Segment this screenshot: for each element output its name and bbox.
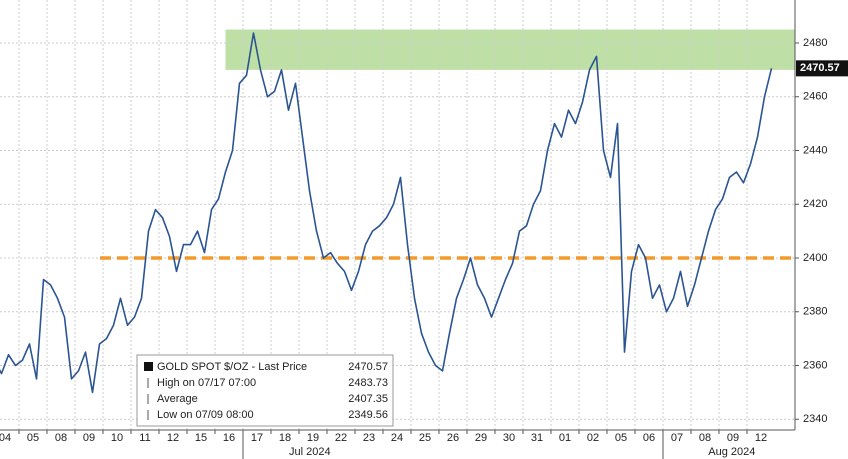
last-price-box: [796, 60, 848, 77]
x-tick-label: 08: [55, 432, 67, 444]
x-tick-label: 18: [279, 432, 291, 444]
x-tick-label: 05: [615, 432, 627, 444]
legend-value: 2407.35: [348, 393, 388, 405]
month-label: Jul 2024: [289, 446, 331, 458]
x-tick-label: 05: [27, 432, 39, 444]
x-tick-label: 12: [755, 432, 767, 444]
legend-label: GOLD SPOT $/OZ - Last Price: [157, 361, 307, 373]
y-tick-label: 2440: [803, 144, 827, 156]
y-tick-label: 2360: [803, 359, 827, 371]
x-tick-label: 01: [559, 432, 571, 444]
x-tick-label: 30: [503, 432, 515, 444]
x-tick-label: 24: [391, 432, 403, 444]
legend-label: Low on 07/09 08:00: [157, 409, 254, 421]
x-tick-label: 17: [251, 432, 263, 444]
legend-label: High on 07/17 07:00: [157, 377, 256, 389]
x-tick-label: 22: [335, 432, 347, 444]
y-tick-label: 2340: [803, 413, 827, 425]
x-tick-label: 07: [671, 432, 683, 444]
x-tick-label: 04: [0, 432, 11, 444]
x-tick-label: 06: [643, 432, 655, 444]
x-tick-label: 12: [167, 432, 179, 444]
last-price-label: 2470.57: [800, 62, 840, 74]
x-tick-label: 08: [699, 432, 711, 444]
x-tick-label: 10: [111, 432, 123, 444]
y-tick-label: 2480: [803, 37, 827, 49]
legend-value: 2349.56: [348, 409, 388, 421]
x-tick-label: 02: [587, 432, 599, 444]
y-tick-label: 2400: [803, 252, 827, 264]
legend-swatch: [144, 362, 153, 371]
highlight-band: [225, 29, 795, 70]
x-tick-label: 11: [139, 432, 150, 444]
x-tick-label: 31: [531, 432, 543, 444]
x-tick-label: 16: [223, 432, 235, 444]
x-tick-label: 15: [195, 432, 207, 444]
x-tick-label: 23: [363, 432, 375, 444]
x-tick-label: 26: [447, 432, 459, 444]
x-tick-label: 19: [307, 432, 319, 444]
y-tick-label: 2460: [803, 91, 827, 103]
y-tick-label: 2420: [803, 198, 827, 210]
y-tick-label: 2380: [803, 306, 827, 318]
x-tick-label: 29: [475, 432, 487, 444]
month-label: Aug 2024: [708, 446, 755, 458]
legend-box: [136, 354, 394, 427]
legend-label: Average: [157, 393, 198, 405]
x-tick-label: 09: [727, 432, 739, 444]
legend-value: 2470.57: [348, 361, 388, 373]
legend-value: 2483.73: [348, 377, 388, 389]
price-line: [0, 32, 773, 394]
x-tick-label: 09: [83, 432, 95, 444]
x-tick-label: 25: [419, 432, 431, 444]
